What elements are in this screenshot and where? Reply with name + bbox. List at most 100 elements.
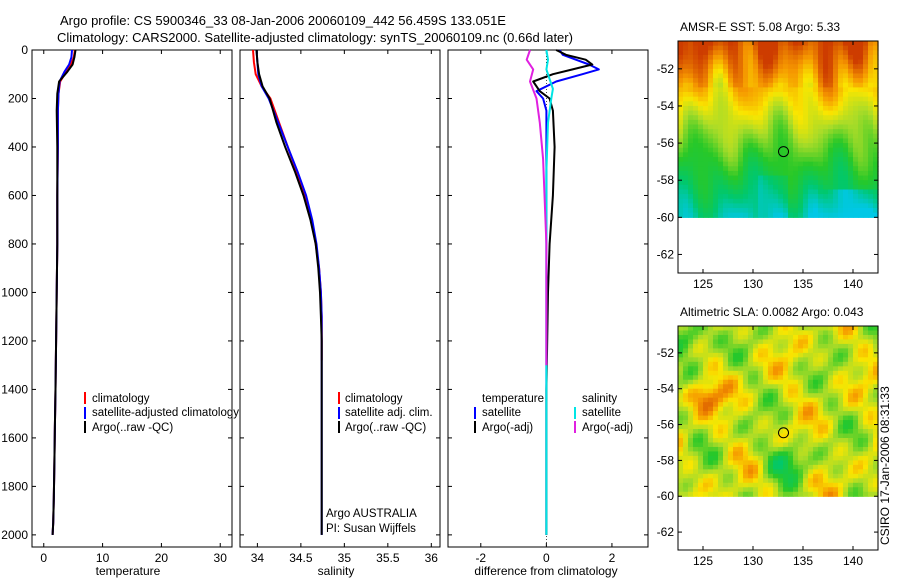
heatmap-cell bbox=[748, 147, 754, 153]
heatmap-cell bbox=[753, 464, 759, 470]
heatmap-cell bbox=[838, 166, 844, 172]
heatmap-cell bbox=[813, 59, 819, 65]
heatmap-cell bbox=[863, 45, 869, 51]
heatmap-cell bbox=[713, 446, 719, 453]
heatmap-cell bbox=[818, 96, 824, 102]
heatmap-cell bbox=[868, 50, 874, 56]
heatmap-cell bbox=[773, 357, 779, 363]
heatmap-cell bbox=[728, 487, 734, 493]
heatmap-cell bbox=[838, 73, 844, 79]
heatmap-cell bbox=[773, 170, 779, 177]
heatmap-cell bbox=[848, 194, 854, 200]
heatmap-cell bbox=[843, 78, 849, 84]
heatmap-cell bbox=[868, 161, 874, 167]
heatmap-cell bbox=[763, 352, 769, 358]
heatmap-cell bbox=[868, 82, 874, 88]
heatmap-cell bbox=[798, 415, 804, 421]
heatmap-cell bbox=[753, 73, 759, 79]
heatmap-cell bbox=[873, 110, 879, 116]
heatmap-cell bbox=[808, 203, 814, 209]
heatmap-cell bbox=[823, 82, 829, 88]
heatmap-cell bbox=[678, 330, 684, 336]
heatmap-cell bbox=[793, 352, 799, 358]
heatmap-cell bbox=[728, 370, 734, 376]
heatmap-cell bbox=[718, 180, 724, 186]
heatmap-cell bbox=[713, 478, 719, 484]
heatmap-cell bbox=[813, 326, 819, 332]
heatmap-cell bbox=[728, 73, 734, 79]
heatmap-cell bbox=[808, 78, 814, 84]
heatmap-cell bbox=[683, 78, 689, 84]
heatmap-cell bbox=[743, 92, 749, 98]
heatmap-cell bbox=[823, 433, 829, 439]
heatmap-cell bbox=[813, 175, 819, 181]
heatmap-cell bbox=[788, 424, 794, 430]
heatmap-cell bbox=[868, 189, 874, 195]
heatmap-cell bbox=[858, 326, 864, 332]
heatmap-cell bbox=[688, 78, 694, 84]
heatmap-cell bbox=[778, 143, 784, 149]
heatmap-cell bbox=[683, 429, 689, 435]
heatmap-cell bbox=[753, 189, 759, 195]
legend-temp-argo: Argo(-adj) bbox=[482, 422, 533, 434]
heatmap-cell bbox=[788, 157, 794, 163]
heatmap-cell bbox=[783, 133, 789, 140]
heatmap-cell bbox=[698, 326, 704, 332]
heatmap-cell bbox=[788, 166, 794, 172]
heatmap-cell bbox=[843, 208, 849, 214]
heatmap-cell bbox=[708, 491, 714, 497]
heatmap-cell bbox=[828, 451, 834, 457]
heatmap-cell bbox=[818, 73, 824, 79]
heatmap-cell bbox=[868, 379, 874, 385]
heatmap-cell bbox=[733, 348, 739, 354]
series-line-salinity-argo-adj- bbox=[525, 49, 548, 366]
heatmap-cell bbox=[693, 384, 699, 390]
heatmap-cell bbox=[823, 343, 829, 349]
heatmap-cell bbox=[748, 330, 754, 336]
heatmap-cell bbox=[863, 50, 869, 56]
heatmap-cell bbox=[833, 393, 839, 399]
y-tick-label: 400 bbox=[8, 140, 28, 154]
heatmap-cell bbox=[873, 115, 879, 121]
heatmap-cell bbox=[773, 451, 779, 457]
sst-map-panel: AMSR-E SST: 5.08 Argo: 5.33 -52-54-56-58… bbox=[657, 20, 879, 291]
heatmap-cell bbox=[713, 464, 719, 470]
heatmap-cell bbox=[858, 424, 864, 430]
heatmap-cell bbox=[723, 198, 729, 204]
heatmap-cell bbox=[748, 161, 754, 167]
heatmap-cell bbox=[863, 64, 869, 70]
heatmap-cell bbox=[803, 460, 809, 466]
heatmap-cell bbox=[853, 157, 859, 163]
heatmap-cell bbox=[713, 105, 719, 112]
heatmap-cell bbox=[698, 92, 704, 98]
heatmap-cell bbox=[723, 189, 729, 195]
heatmap-cell bbox=[838, 375, 844, 381]
heatmap-cell bbox=[788, 442, 794, 448]
heatmap-cell bbox=[858, 54, 864, 61]
heatmap-cell bbox=[763, 96, 769, 102]
heatmap-cell bbox=[868, 370, 874, 376]
heatmap-cell bbox=[798, 64, 804, 70]
heatmap-cell bbox=[698, 50, 704, 56]
heatmap-cell bbox=[698, 157, 704, 163]
heatmap-cell bbox=[853, 334, 859, 341]
heatmap-cell bbox=[853, 339, 859, 345]
heatmap-cell bbox=[843, 326, 849, 332]
heatmap-cell bbox=[743, 59, 749, 65]
heatmap-cell bbox=[863, 138, 869, 144]
heatmap-cell bbox=[833, 157, 839, 163]
heatmap-cell bbox=[803, 464, 809, 470]
heatmap-cell bbox=[818, 384, 824, 390]
heatmap-cell bbox=[783, 175, 789, 181]
heatmap-cell bbox=[718, 352, 724, 358]
heatmap-cell bbox=[773, 124, 779, 130]
heatmap-cell bbox=[818, 393, 824, 399]
heatmap-cell bbox=[703, 101, 709, 107]
heatmap-cell bbox=[793, 473, 799, 479]
heatmap-cell bbox=[848, 438, 854, 444]
heatmap-cell bbox=[768, 166, 774, 172]
heatmap-cell bbox=[823, 352, 829, 358]
heatmap-cell bbox=[773, 366, 779, 372]
heatmap-cell bbox=[863, 433, 869, 439]
heatmap-cell bbox=[758, 92, 764, 98]
